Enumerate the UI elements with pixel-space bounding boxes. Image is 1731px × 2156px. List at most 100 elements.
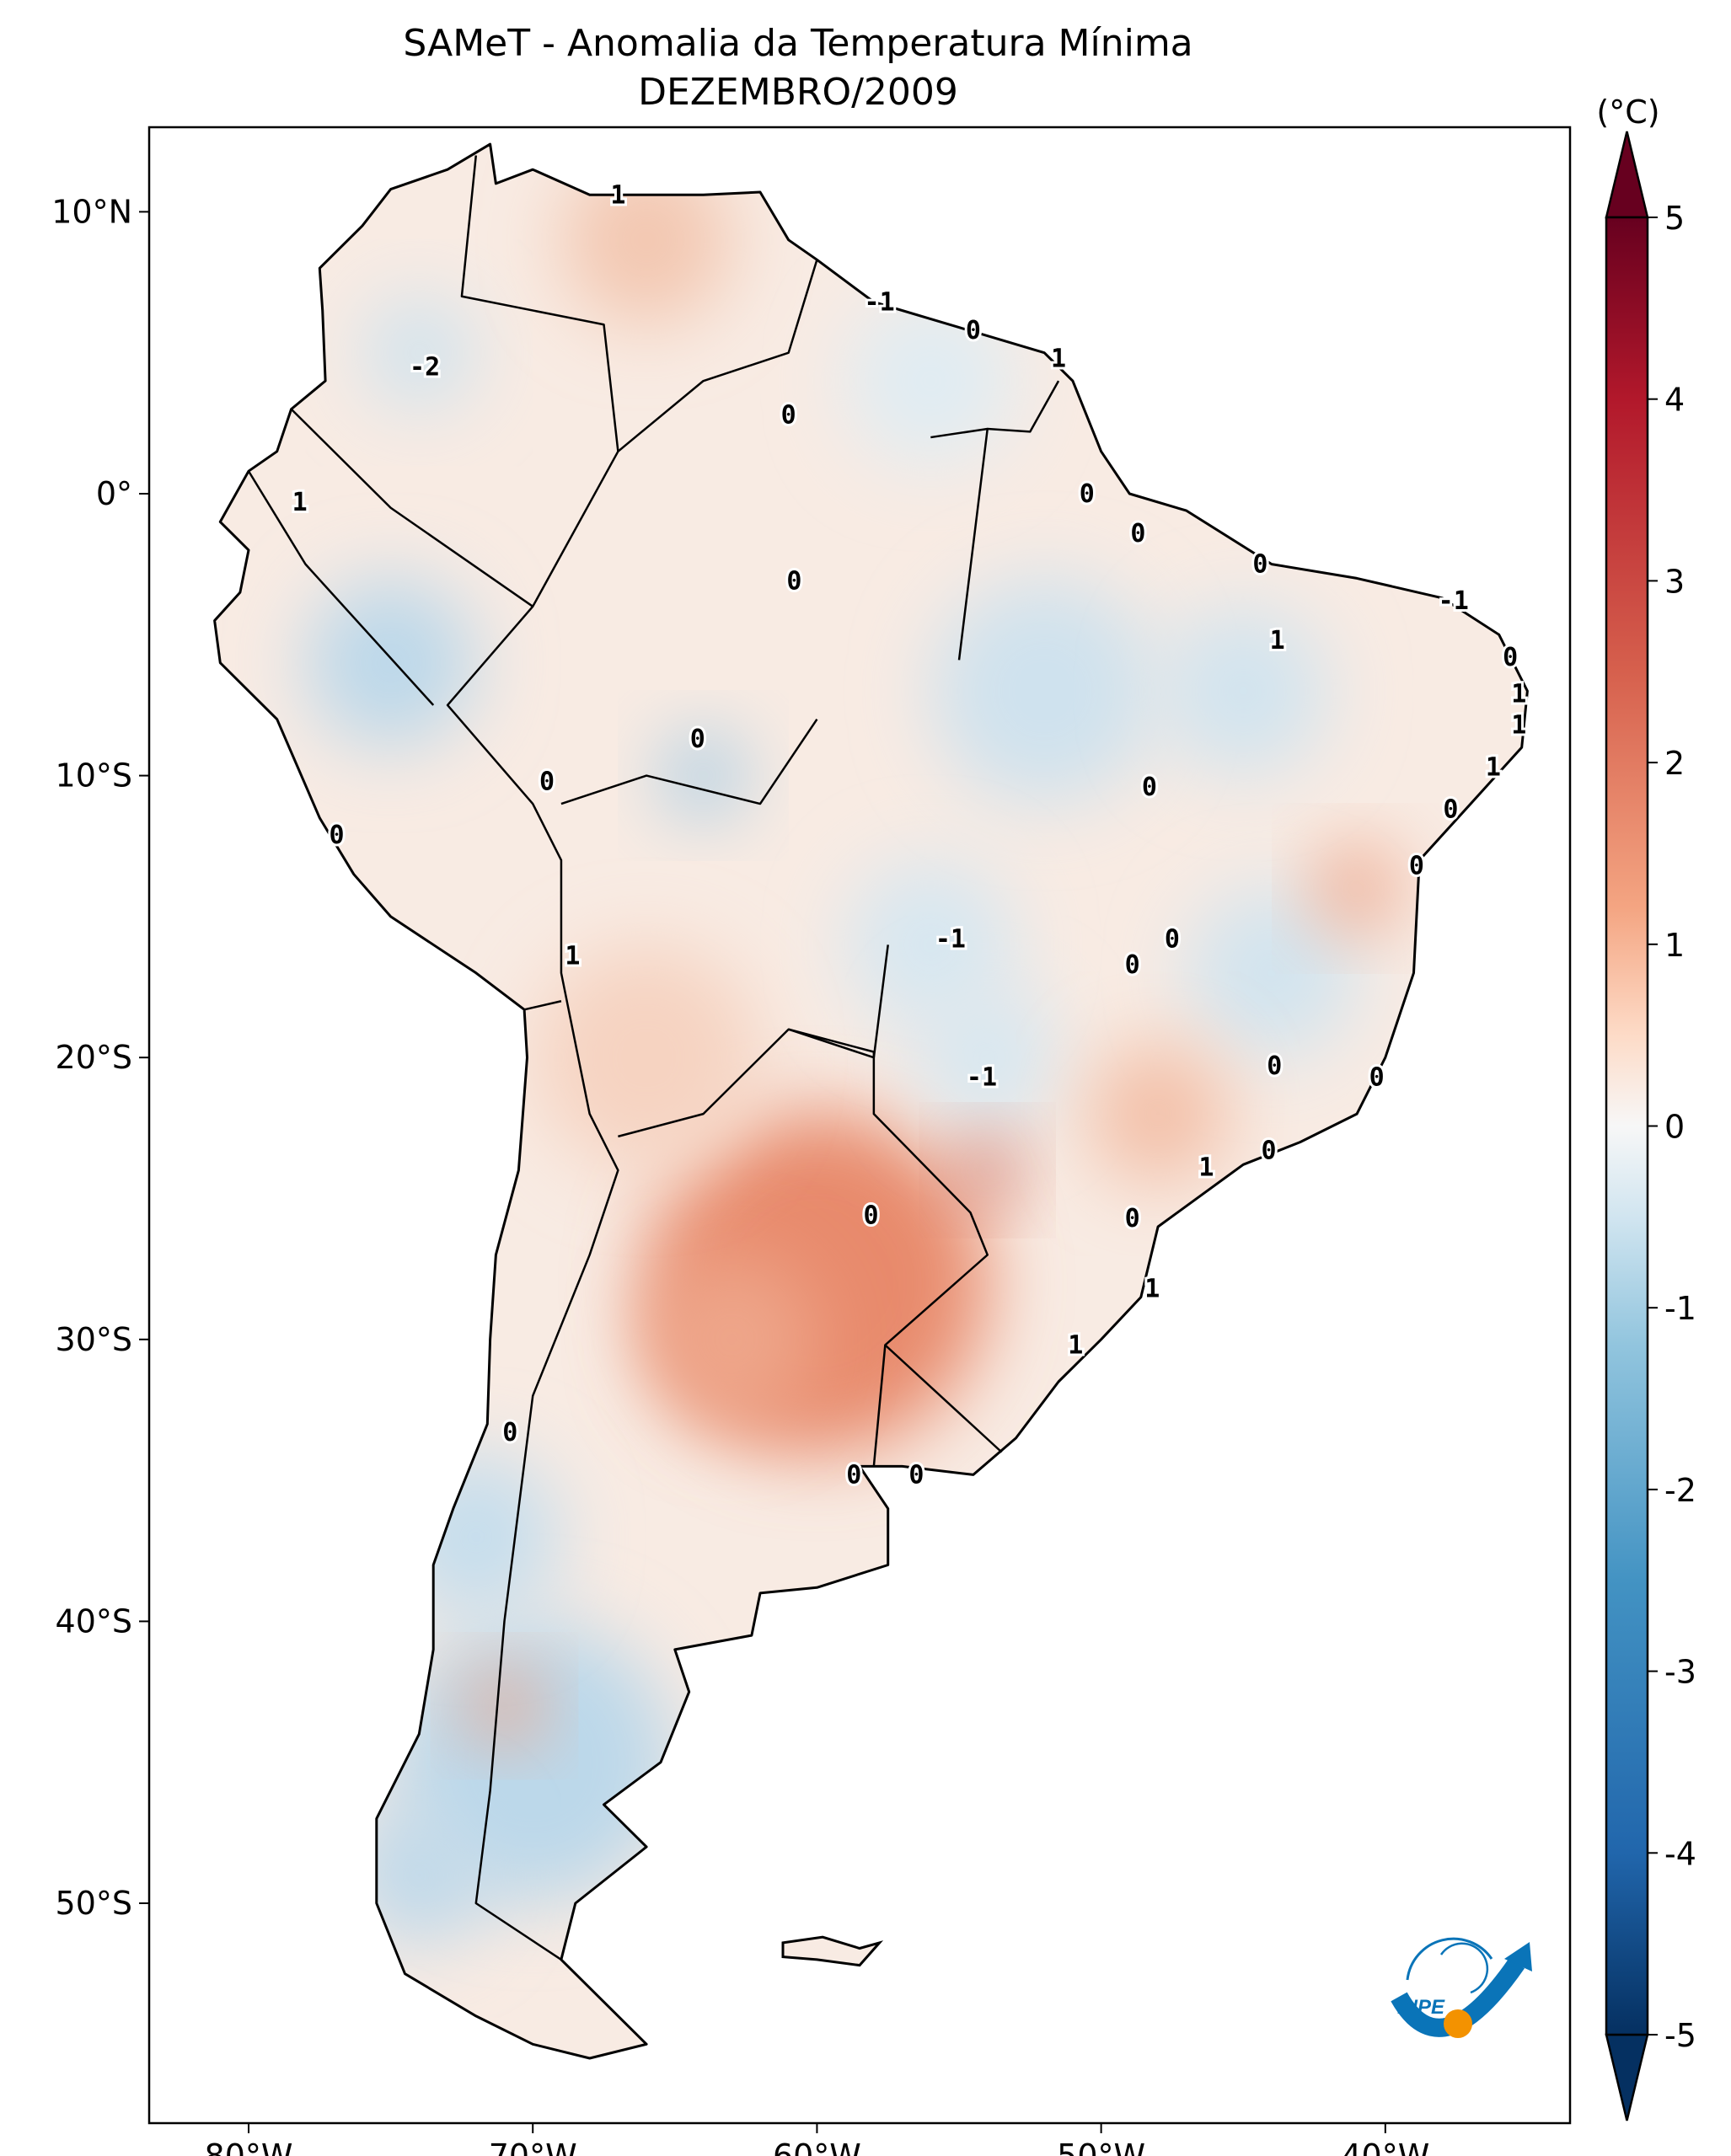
contour-label: 0 — [1409, 852, 1424, 881]
contour-label: 0 — [1080, 479, 1095, 509]
anomaly-blob — [561, 154, 732, 325]
contour-label: 0 — [781, 400, 796, 430]
anomaly-blob — [916, 986, 1058, 1129]
contour-label: 0 — [1125, 1204, 1140, 1233]
colorbar-tick-label: -1 — [1664, 1290, 1696, 1327]
y-tick-label: 50°S — [56, 1885, 132, 1922]
anomaly-blob — [660, 733, 747, 819]
y-tick-label: 0° — [96, 475, 132, 512]
anomaly-blob — [1186, 887, 1358, 1058]
contour-label: 0 — [1503, 643, 1518, 672]
colorbar-extend-max — [1605, 131, 1649, 219]
anomaly-blob — [953, 1136, 1022, 1205]
contour-label: -2 — [410, 352, 440, 382]
anomaly-blob — [467, 1668, 542, 1743]
contour-label: 1 — [1144, 1275, 1160, 1304]
x-tick-label: 50°W — [1057, 2137, 1145, 2156]
contour-label: 0 — [1165, 925, 1180, 955]
contour-label: -1 — [1439, 586, 1469, 616]
colorbar-unit-label: (°C) — [1596, 94, 1659, 131]
map-frame — [147, 126, 1572, 2125]
x-tick-label: 70°W — [489, 2137, 577, 2156]
colorbar-tick-label: -2 — [1664, 1472, 1696, 1509]
contour-label: 0 — [1142, 773, 1157, 802]
contour-label: 0 — [1267, 1051, 1282, 1081]
contour-label: 1 — [565, 942, 580, 971]
anomaly-blob — [1086, 1042, 1230, 1185]
anomaly-blob — [1158, 606, 1329, 777]
contour-label: 1 — [1198, 1153, 1214, 1183]
country-border — [523, 1000, 562, 1011]
anomaly-blob — [930, 577, 1158, 805]
anomaly-blob — [646, 1254, 817, 1425]
inpe-logo: INPE — [1391, 1937, 1532, 2038]
y-tick-label: 20°S — [56, 1039, 132, 1076]
colorbar-tick-label: -4 — [1664, 1835, 1696, 1872]
contour-label: 0 — [786, 567, 801, 597]
colorbar-tick-label: 3 — [1664, 563, 1685, 600]
contour-label: 1 — [1511, 710, 1526, 740]
anomaly-blob — [390, 1451, 561, 1623]
contour-label: 0 — [1130, 519, 1145, 548]
contour-label: 0 — [1369, 1063, 1385, 1093]
contour-label: 0 — [1443, 795, 1458, 825]
contour-label: 0 — [330, 821, 345, 850]
contour-label: 0 — [690, 725, 705, 754]
colorbar-extend-min — [1605, 2033, 1649, 2121]
contour-label: -1 — [935, 925, 966, 955]
anomaly-blob — [362, 296, 476, 410]
country-border — [247, 470, 435, 706]
contour-label: 0 — [539, 767, 555, 796]
map-title: SAMeT - Anomalia da Temperatura Mínima — [403, 22, 1193, 65]
contour-label: -1 — [967, 1063, 997, 1093]
colorbar-tick-label: 0 — [1664, 1109, 1685, 1146]
contour-label: 0 — [846, 1460, 861, 1490]
y-tick-label: 10°N — [51, 193, 132, 230]
country-border — [618, 1028, 989, 1467]
contour-label: 0 — [863, 1201, 878, 1231]
colorbar-tick-label: 2 — [1664, 745, 1685, 782]
contour-label: 0 — [1252, 550, 1267, 580]
country-border — [446, 259, 818, 1961]
contour-label: 1 — [1068, 1330, 1083, 1360]
x-tick-label: 60°W — [773, 2137, 861, 2156]
colorbar-tick-label: -5 — [1664, 2017, 1696, 2054]
colorbar-tick-label: 4 — [1664, 382, 1685, 419]
contour-label: 0 — [966, 316, 981, 345]
contour-label: 0 — [1125, 950, 1140, 980]
falklands-outline — [781, 1935, 884, 1967]
country-border — [788, 944, 889, 1059]
contour-label: 0 — [1262, 1137, 1277, 1166]
contour-label: 1 — [610, 180, 625, 210]
contour-label: -1 — [865, 287, 895, 317]
contour-label: 1 — [1270, 626, 1285, 655]
anomaly-blob — [348, 1804, 490, 1946]
continent-outline — [213, 142, 1529, 2060]
colorbar: 5 4 3 2 1 0 -1 -2 -3 -4 -5 — [1605, 131, 1696, 2121]
country-border — [884, 1344, 1003, 1453]
y-tick-label: 30°S — [56, 1321, 132, 1358]
colorbar-tick-label: 1 — [1664, 927, 1685, 964]
anomaly-field — [214, 144, 1528, 2058]
contour-label: 1 — [292, 488, 308, 517]
colorbar-tick-label: -3 — [1664, 1654, 1696, 1691]
contour-label: 1 — [1511, 680, 1526, 709]
x-tick-label: 40°W — [1341, 2137, 1429, 2156]
colorbar-gradient — [1605, 216, 1649, 2036]
contour-label: 0 — [908, 1460, 924, 1490]
coastline — [213, 142, 1529, 2060]
svg-text:INPE: INPE — [1397, 1996, 1445, 2019]
y-tick-label: 40°S — [56, 1602, 132, 1640]
anomaly-blob — [845, 859, 1016, 1030]
anomaly-blob — [1314, 845, 1400, 931]
colorbar-tick-label: 5 — [1664, 200, 1685, 237]
country-border — [560, 718, 818, 805]
anomaly-blob — [533, 944, 760, 1171]
axis-ticks: 80°W 70°W 60°W 50°W 40°W 10°N 0° 10°S 20°S 30°S 40… — [51, 193, 1429, 2156]
country-border — [290, 408, 533, 607]
country-border — [987, 380, 1060, 433]
contour-label: 1 — [1051, 344, 1066, 373]
contour-label: 0 — [502, 1418, 517, 1447]
